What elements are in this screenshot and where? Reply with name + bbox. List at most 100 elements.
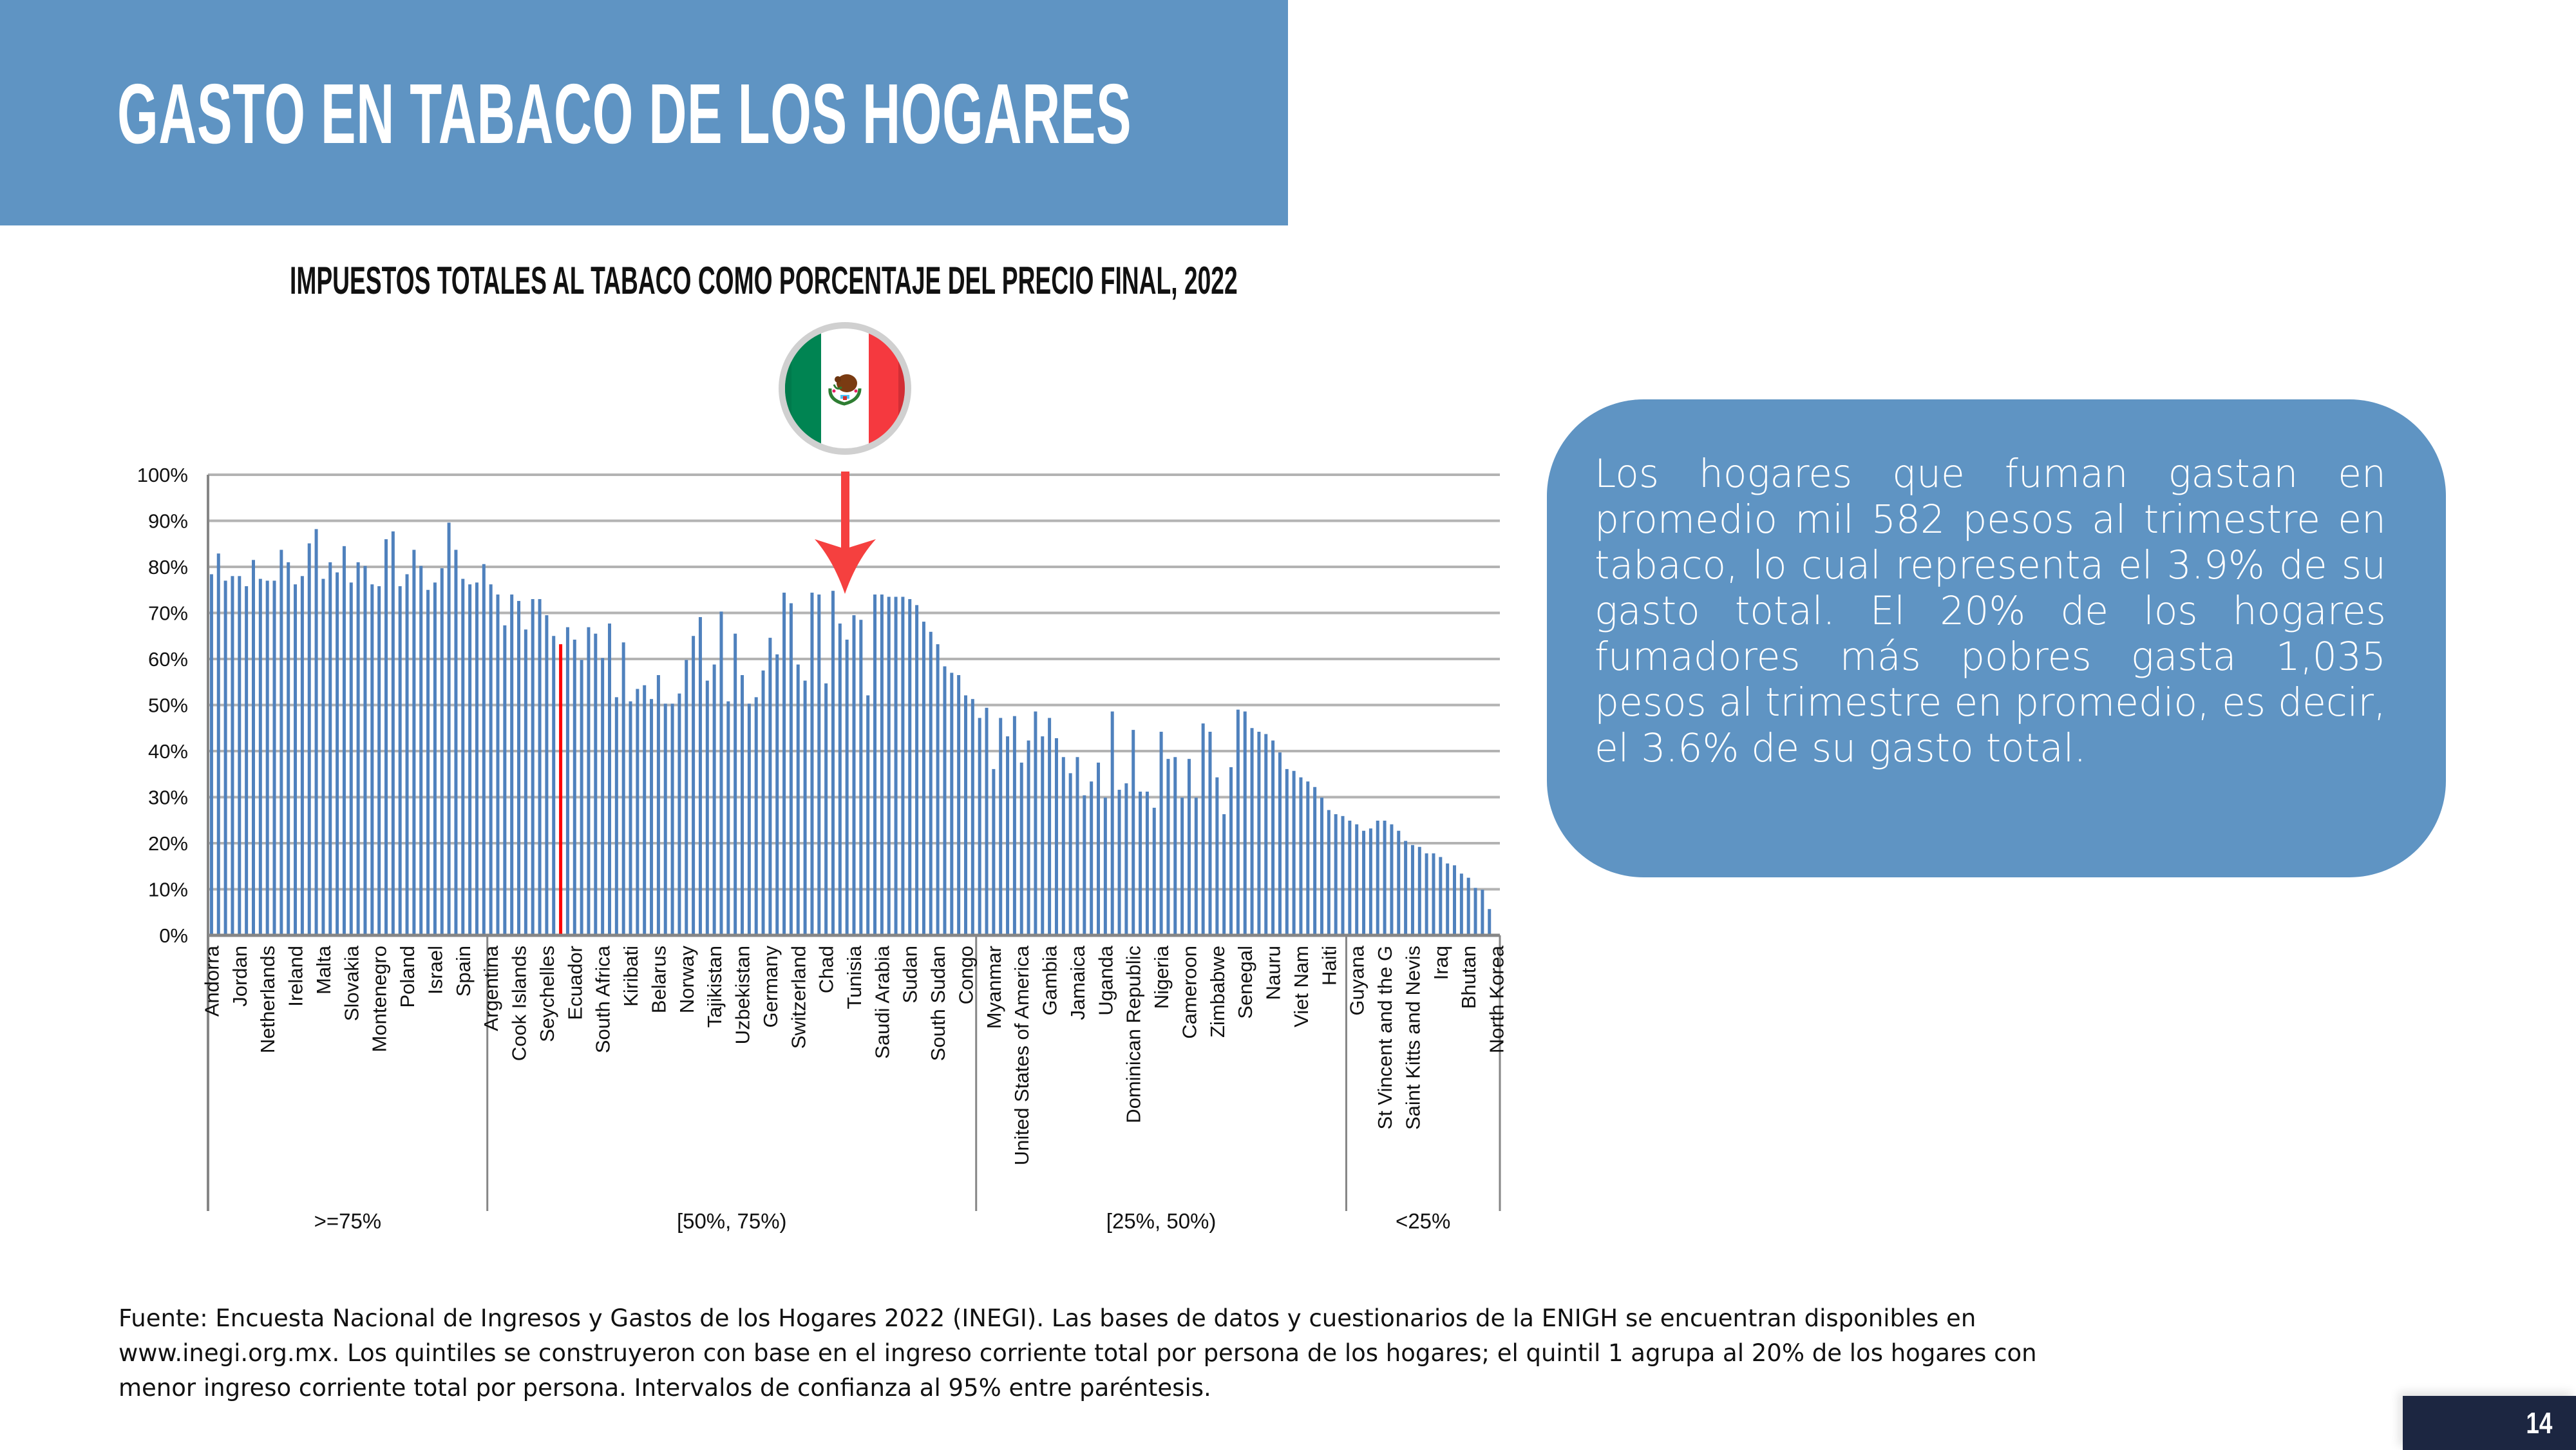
bar	[1110, 711, 1114, 935]
x-tick-label: South Sudan	[927, 946, 949, 1061]
bar	[922, 622, 925, 935]
x-tick-label: Seychelles	[536, 946, 558, 1042]
bar	[629, 701, 632, 935]
x-tick-label: Uzbekistan	[732, 946, 754, 1044]
page-number: 14	[2526, 1406, 2553, 1440]
bar	[705, 680, 709, 935]
bar	[482, 564, 486, 935]
bar	[1299, 777, 1303, 935]
bar	[831, 591, 835, 935]
bar	[1132, 730, 1135, 935]
bar	[1215, 777, 1219, 935]
x-tick-label: Cameroon	[1178, 946, 1200, 1039]
bar	[1075, 757, 1079, 935]
bar	[1257, 731, 1261, 935]
x-tick-label: Saudi Arabia	[871, 945, 893, 1059]
bar	[636, 689, 639, 935]
bar	[1166, 759, 1170, 935]
x-tick-label: Zimbabwe	[1206, 946, 1229, 1038]
bar	[377, 586, 381, 935]
source-footnote: Fuente: Encuesta Nacional de Ingresos y …	[118, 1304, 2037, 1402]
bar	[1012, 716, 1016, 935]
x-tick-label: South Africa	[592, 945, 614, 1053]
bar	[1355, 824, 1359, 935]
x-tick-label: Cook Islands	[508, 946, 531, 1061]
bar	[1417, 846, 1421, 935]
y-tick-label: 70%	[148, 602, 188, 625]
bar	[531, 599, 535, 935]
bar	[929, 631, 933, 935]
bar	[887, 596, 891, 935]
bar	[824, 683, 828, 935]
x-tick-label: Congo	[954, 946, 977, 1004]
y-tick-label: 80%	[148, 556, 188, 578]
bar	[594, 633, 598, 935]
bar	[307, 543, 311, 935]
bar	[412, 549, 416, 935]
flag-white-stripe	[820, 329, 869, 448]
bar	[287, 562, 290, 935]
y-tick-label: 0%	[159, 924, 188, 947]
bar	[1187, 759, 1191, 935]
bar	[517, 600, 521, 935]
bar	[663, 703, 667, 935]
x-tick-label: Norway	[676, 946, 698, 1014]
x-tick-label: Slovakia	[340, 945, 363, 1021]
bar	[1145, 791, 1149, 935]
x-tick-label: Germany	[759, 946, 782, 1028]
bar	[1061, 757, 1065, 935]
bar	[1103, 797, 1107, 935]
x-tick-label: Viet Nam	[1290, 946, 1312, 1027]
bar	[349, 582, 353, 935]
bar	[908, 599, 912, 935]
bar	[496, 594, 500, 935]
bar	[245, 586, 249, 935]
bar	[1019, 762, 1023, 935]
bar	[1327, 810, 1331, 935]
bar	[643, 685, 647, 935]
bar	[223, 580, 227, 935]
x-tick-label: Tunisia	[843, 945, 866, 1009]
bar	[936, 644, 940, 935]
bar	[1041, 736, 1045, 935]
bar	[670, 703, 674, 935]
x-tick-label: Spain	[452, 946, 475, 997]
bar	[992, 768, 996, 935]
bar	[1222, 814, 1226, 935]
bar	[258, 578, 262, 935]
bar	[1264, 734, 1268, 935]
bar	[314, 529, 318, 935]
bar	[1083, 795, 1086, 935]
x-tick-label: Iraq	[1430, 946, 1452, 980]
bar	[552, 636, 556, 935]
bar	[775, 654, 779, 935]
bar	[1124, 783, 1128, 935]
tax-share-bar-chart: 0% 10% 20% 30% 40% 50% 60% 70% 80% 90% 100% Andorr…	[137, 464, 1508, 1233]
bar	[468, 584, 472, 935]
eagle-emblem-icon	[828, 374, 862, 406]
bar	[1466, 877, 1470, 935]
bar	[957, 675, 961, 935]
bar	[265, 580, 269, 935]
bar	[461, 578, 465, 935]
bar	[398, 586, 402, 935]
bar	[677, 693, 681, 935]
x-tick-label: Israel	[424, 946, 446, 995]
y-tick-labels: 0% 10% 20% 30% 40% 50% 60% 70% 80% 90% 100%	[137, 464, 188, 947]
group-label: [50%, 75%)	[677, 1209, 787, 1233]
bar	[768, 638, 772, 935]
bar	[328, 562, 332, 935]
bar	[440, 568, 444, 935]
x-tick-label: Jordan	[229, 946, 251, 1007]
bar	[231, 576, 234, 935]
y-tick-label: 50%	[148, 694, 188, 717]
bar	[1453, 865, 1457, 935]
x-tick-label: Malta	[312, 945, 335, 995]
y-tick-label: 40%	[148, 740, 188, 763]
bar	[391, 531, 395, 935]
x-tick-label: Nigeria	[1150, 945, 1173, 1009]
bar	[1034, 711, 1037, 935]
arrow-shaft	[841, 472, 849, 552]
bar	[803, 680, 807, 935]
x-tick-label: Dominican Republic	[1122, 946, 1145, 1123]
